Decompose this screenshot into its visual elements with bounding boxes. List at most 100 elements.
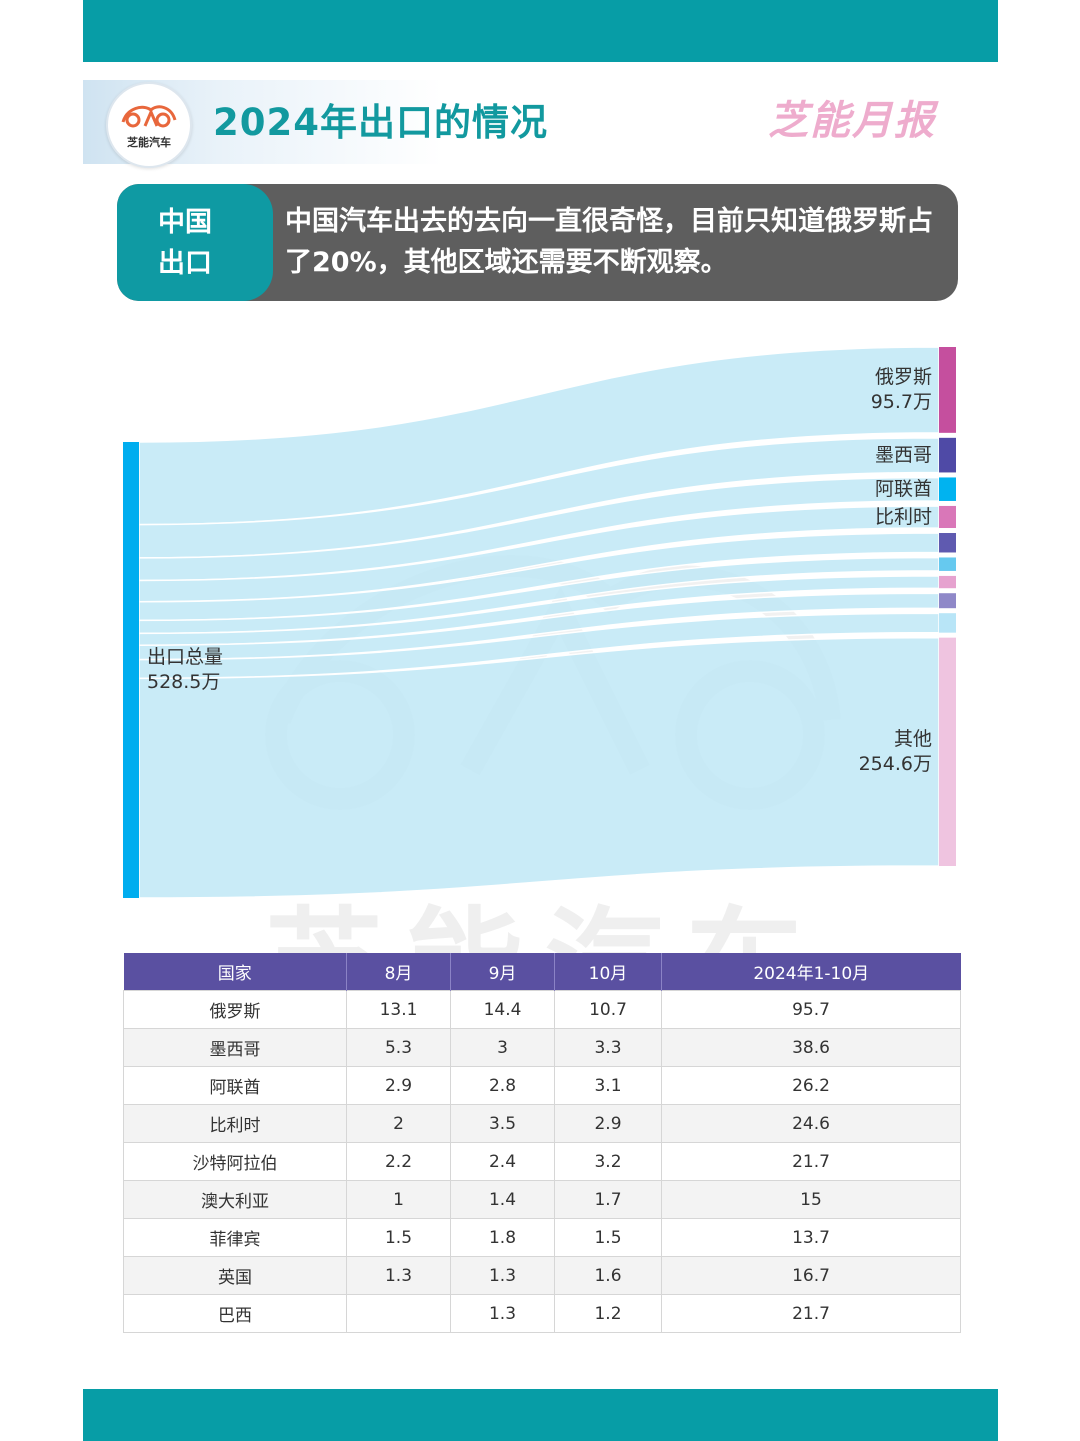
- value-cell: 95.7: [661, 990, 961, 1029]
- table-row: 澳大利亚 1 1.4 1.7 15: [123, 1180, 961, 1219]
- value-cell: 26.2: [661, 1066, 961, 1105]
- country-cell: 英国: [123, 1256, 347, 1295]
- sankey-flow: [138, 592, 940, 661]
- car-logo-icon: [121, 105, 177, 128]
- table-row: 阿联酋 2.9 2.8 3.1 26.2: [123, 1066, 961, 1105]
- sankey-source-node: [123, 442, 139, 898]
- sankey-flow: [138, 476, 940, 582]
- value-cell: 13.1: [346, 990, 451, 1029]
- value-cell: 1.7: [554, 1180, 662, 1219]
- country-cell: 比利时: [123, 1104, 347, 1143]
- value-cell: 21.7: [661, 1294, 961, 1333]
- table-row: 菲律宾 1.5 1.8 1.5 13.7: [123, 1218, 961, 1257]
- banner-text: 中国汽车出去的去向一直很奇怪，目前只知道俄罗斯占了20%，其他区域还需要不断观察…: [285, 206, 933, 278]
- bottom-bar: [83, 1389, 998, 1441]
- banner-tag: 中国出口: [117, 184, 273, 301]
- value-cell: 3.3: [554, 1028, 662, 1067]
- sankey-flow: [138, 612, 940, 680]
- sankey-target-node: [939, 557, 956, 571]
- sankey-target-node: [939, 637, 956, 866]
- value-cell: 24.6: [661, 1104, 961, 1143]
- summary-banner: 中国出口 中国汽车出去的去向一直很奇怪，目前只知道俄罗斯占了20%，其他区域还需…: [117, 184, 958, 301]
- country-cell: 沙特阿拉伯: [123, 1142, 347, 1181]
- brand-label: 芝能月报: [768, 98, 936, 144]
- sankey-label: 254.6万: [858, 752, 932, 775]
- column-header: 2024年1-10月: [661, 953, 961, 991]
- sankey-target-node: [939, 477, 956, 501]
- value-cell: 1.3: [450, 1294, 555, 1333]
- sankey-target-node: [939, 593, 956, 609]
- value-cell: 1.8: [450, 1218, 555, 1257]
- sankey-label: 出口总量: [147, 646, 224, 668]
- sankey-flow: [138, 636, 940, 899]
- table-row: 英国 1.3 1.3 1.6 16.7: [123, 1256, 961, 1295]
- sankey-label: 俄罗斯: [874, 365, 932, 388]
- sankey-target-node: [939, 575, 956, 589]
- value-cell: 1.6: [554, 1256, 662, 1295]
- value-cell: 14.4: [450, 990, 555, 1029]
- value-cell: 3: [450, 1028, 555, 1067]
- value-cell: 1.5: [346, 1218, 451, 1257]
- sankey-label: 阿联酋: [874, 478, 932, 501]
- value-cell: 1.5: [554, 1218, 662, 1257]
- column-header: 国家: [123, 953, 347, 991]
- table-row: 比利时 2 3.5 2.9 24.6: [123, 1104, 961, 1143]
- value-cell: 2.2: [346, 1142, 451, 1181]
- value-cell: 2.8: [450, 1066, 555, 1105]
- table-row: 巴西 1.3 1.2 21.7: [123, 1294, 961, 1333]
- value-cell: 21.7: [661, 1142, 961, 1181]
- sankey-flow: [138, 556, 940, 635]
- value-cell: 3.1: [554, 1066, 662, 1105]
- sankey-label: 528.5万: [147, 671, 221, 693]
- value-cell: 10.7: [554, 990, 662, 1029]
- value-cell: [346, 1294, 451, 1333]
- country-cell: 澳大利亚: [123, 1180, 347, 1219]
- country-cell: 俄罗斯: [123, 990, 347, 1029]
- banner-tag-text: 中国出口: [158, 207, 212, 279]
- value-cell: 3.5: [450, 1104, 555, 1143]
- value-cell: 16.7: [661, 1256, 961, 1295]
- column-header: 10月: [554, 953, 662, 991]
- value-cell: 1.3: [450, 1256, 555, 1295]
- sankey-label: 其他: [893, 727, 932, 750]
- sankey-label: 比利时: [874, 505, 932, 528]
- value-cell: 1: [346, 1180, 451, 1219]
- country-cell: 巴西: [123, 1294, 347, 1333]
- logo: 芝能汽车: [106, 82, 192, 168]
- country-cell: 菲律宾: [123, 1218, 347, 1257]
- table-header-row: 国家 8月 9月 10月 2024年1-10月: [123, 953, 961, 991]
- sankey-target-node: [939, 437, 956, 473]
- column-header: 9月: [450, 953, 555, 991]
- page-title: 2024年出口的情况: [213, 101, 548, 144]
- sankey-target-node: [939, 613, 956, 633]
- value-cell: 3.2: [554, 1142, 662, 1181]
- table-row: 沙特阿拉伯 2.2 2.4 3.2 21.7: [123, 1142, 961, 1181]
- export-table: 国家 8月 9月 10月 2024年1-10月 俄罗斯 13.1 14.4 10.7 9…: [123, 953, 961, 1333]
- sankey-label: 95.7万: [870, 390, 932, 413]
- value-cell: 1.3: [346, 1256, 451, 1295]
- sankey-flow: [138, 437, 940, 559]
- value-cell: 1.4: [450, 1180, 555, 1219]
- value-cell: 2.9: [554, 1104, 662, 1143]
- country-cell: 墨西哥: [123, 1028, 347, 1067]
- value-cell: 13.7: [661, 1218, 961, 1257]
- value-cell: 1.2: [554, 1294, 662, 1333]
- table-row: 墨西哥 5.3 3 3.3 38.6: [123, 1028, 961, 1067]
- logo-text: 芝能汽车: [127, 136, 171, 149]
- sankey-target-node: [939, 505, 956, 529]
- table-row: 俄罗斯 13.1 14.4 10.7 95.7: [123, 990, 961, 1029]
- sankey-target-node: [939, 533, 956, 553]
- top-bar: [83, 0, 998, 62]
- value-cell: 38.6: [661, 1028, 961, 1067]
- country-cell: 阿联酋: [123, 1066, 347, 1105]
- sankey-target-node: [939, 347, 956, 433]
- value-cell: 2.4: [450, 1142, 555, 1181]
- column-header: 8月: [346, 953, 451, 991]
- sankey-flow: [138, 575, 940, 646]
- value-cell: 5.3: [346, 1028, 451, 1067]
- sankey-label: 墨西哥: [874, 444, 932, 467]
- value-cell: 2: [346, 1104, 451, 1143]
- value-cell: 2.9: [346, 1066, 451, 1105]
- value-cell: 15: [661, 1180, 961, 1219]
